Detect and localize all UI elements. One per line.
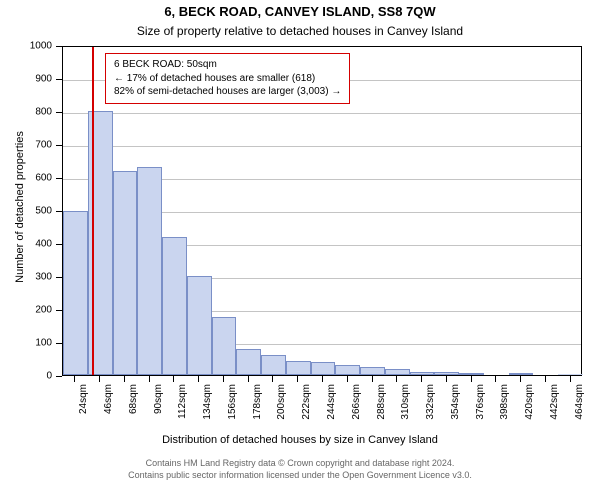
x-tick [421,376,422,382]
x-tick [471,376,472,382]
gridline [63,146,581,147]
bar [434,372,459,375]
bar [113,171,138,375]
x-tick-label: 398sqm [499,384,510,420]
plot-area: 6 BECK ROAD: 50sqm← 17% of detached hous… [62,46,582,376]
x-tick-label: 420sqm [524,384,535,420]
attribution-line: Contains HM Land Registry data © Crown c… [0,458,600,470]
x-tick [570,376,571,382]
x-tick-label: 464sqm [574,384,585,420]
y-tick [56,211,62,212]
y-tick-label: 900 [0,74,52,85]
x-tick [248,376,249,382]
y-tick [56,343,62,344]
y-tick [56,376,62,377]
x-tick-label: 332sqm [425,384,436,420]
bar [335,365,360,375]
y-tick-label: 600 [0,173,52,184]
x-tick [347,376,348,382]
x-tick [520,376,521,382]
y-tick [56,112,62,113]
x-tick-label: 354sqm [450,384,461,420]
y-tick [56,79,62,80]
y-tick [56,178,62,179]
bar [509,373,534,375]
x-tick-label: 68sqm [128,384,139,414]
x-tick-label: 90sqm [153,384,164,414]
y-tick-label: 800 [0,107,52,118]
bar [212,317,237,375]
x-tick-label: 134sqm [202,384,213,420]
x-tick [223,376,224,382]
x-tick-label: 244sqm [326,384,337,420]
x-tick-label: 288sqm [376,384,387,420]
chart-title-sub: Size of property relative to detached ho… [0,24,600,38]
y-tick-label: 300 [0,272,52,283]
y-tick [56,310,62,311]
y-tick [56,244,62,245]
bar [261,355,286,375]
x-tick [149,376,150,382]
bar [137,167,162,375]
x-tick [396,376,397,382]
y-tick [56,145,62,146]
x-tick-label: 200sqm [276,384,287,420]
bar [410,372,435,375]
x-tick [198,376,199,382]
bar [187,276,212,375]
bar [360,367,385,375]
bar [63,211,88,375]
annotation-line: 82% of semi-detached houses are larger (… [114,85,341,99]
y-tick-label: 100 [0,338,52,349]
x-tick-label: 46sqm [103,384,114,414]
bar [286,361,311,375]
y-tick [56,46,62,47]
y-tick [56,277,62,278]
annotation-line: ← 17% of detached houses are smaller (61… [114,72,341,86]
x-tick [272,376,273,382]
annotation-box: 6 BECK ROAD: 50sqm← 17% of detached hous… [105,53,350,104]
attribution: Contains HM Land Registry data © Crown c… [0,458,600,481]
gridline [63,113,581,114]
y-tick-label: 200 [0,305,52,316]
x-tick-label: 178sqm [252,384,263,420]
chart-title-main: 6, BECK ROAD, CANVEY ISLAND, SS8 7QW [0,4,600,19]
x-tick [446,376,447,382]
y-tick-label: 1000 [0,41,52,52]
bar [459,373,484,375]
attribution-line: Contains public sector information licen… [0,470,600,482]
x-tick [545,376,546,382]
x-tick-label: 156sqm [227,384,238,420]
x-tick-label: 376sqm [475,384,486,420]
marker-line [92,47,94,375]
x-tick [372,376,373,382]
x-tick-label: 266sqm [351,384,362,420]
annotation-line: 6 BECK ROAD: 50sqm [114,58,341,72]
x-tick [124,376,125,382]
y-tick-label: 400 [0,239,52,250]
x-tick-label: 112sqm [177,384,188,419]
bar [311,362,336,375]
y-tick-label: 700 [0,140,52,151]
bar [385,369,410,375]
x-tick-label: 442sqm [549,384,560,420]
x-tick-label: 310sqm [400,384,411,420]
y-tick-label: 500 [0,206,52,217]
y-tick-label: 0 [0,371,52,382]
x-tick [173,376,174,382]
bar [558,374,583,375]
x-tick-label: 24sqm [78,384,89,414]
x-tick [74,376,75,382]
x-tick-label: 222sqm [301,384,312,420]
x-tick [495,376,496,382]
x-tick [99,376,100,382]
bar [236,349,261,375]
x-tick [322,376,323,382]
x-axis-title: Distribution of detached houses by size … [0,434,600,446]
x-tick [297,376,298,382]
bar [162,237,187,375]
